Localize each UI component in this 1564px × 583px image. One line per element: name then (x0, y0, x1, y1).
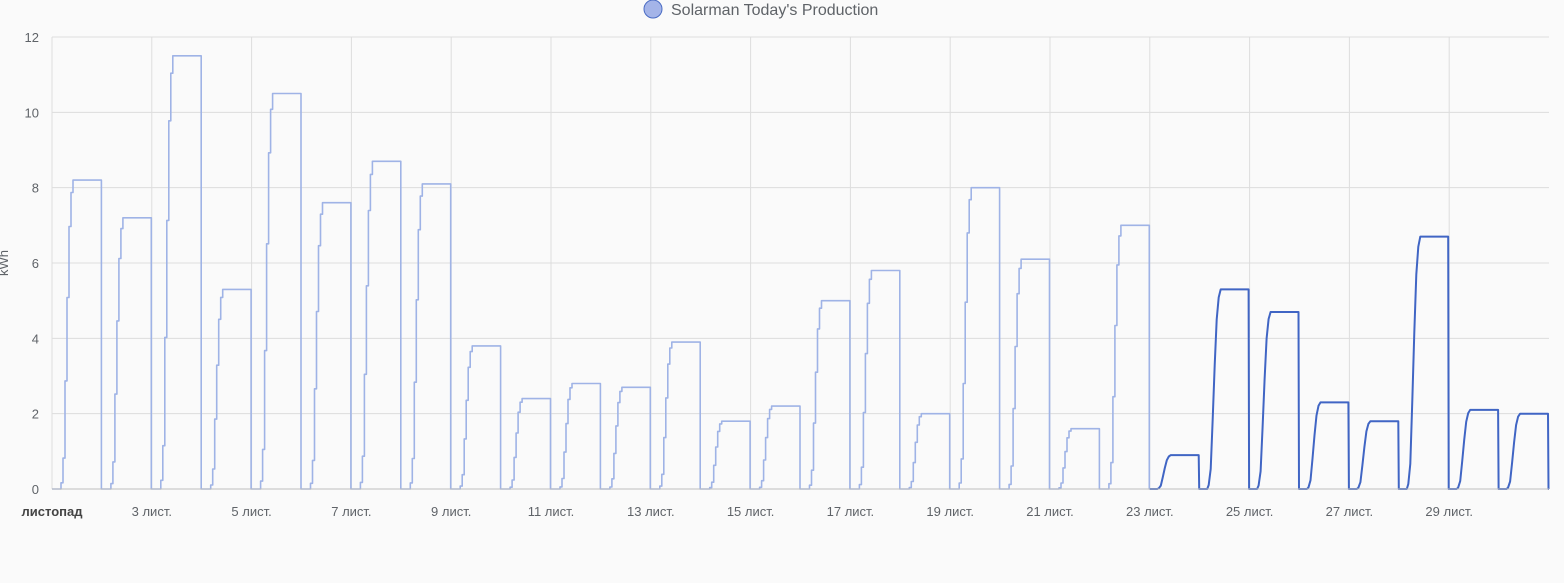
series-day-16[interactable] (800, 299, 851, 490)
series-day-9[interactable] (451, 345, 502, 490)
axis-layer: 0 2 4 6 8 10 12 листопад 3 лист. 5 лист. 7 лист. 9 … (22, 30, 1549, 519)
x-tick-label-17: 17 лист. (827, 504, 875, 519)
series-day-2[interactable] (101, 217, 153, 490)
series-day-5[interactable] (251, 92, 302, 490)
series-day-14[interactable] (700, 420, 751, 490)
series-day-28[interactable] (1399, 235, 1450, 490)
y-tick-label-4: 4 (32, 331, 39, 346)
series-day-26[interactable] (1299, 401, 1350, 490)
legend-swatch-icon[interactable] (643, 0, 663, 19)
x-tick-label-25: 25 лист. (1226, 504, 1274, 519)
x-tick-label-11: 11 лист. (528, 504, 575, 519)
x-tick-label-1: листопад (22, 504, 84, 519)
series-day-18[interactable] (900, 412, 951, 490)
x-tick-label-23: 23 лист. (1126, 504, 1174, 519)
series-day-12[interactable] (600, 386, 652, 490)
series-day-1[interactable] (52, 179, 103, 490)
series-day-30[interactable] (1499, 412, 1550, 490)
x-tick-label-9: 9 лист. (431, 504, 471, 519)
series-day-25[interactable] (1249, 311, 1300, 490)
series-day-20[interactable] (1000, 258, 1051, 490)
legend[interactable]: Solarman Today's Production (643, 0, 878, 19)
series-day-8[interactable] (401, 183, 452, 490)
series-day-3[interactable] (151, 55, 202, 490)
series-day-27[interactable] (1349, 420, 1400, 490)
series-day-21[interactable] (1050, 427, 1101, 490)
series-day-24[interactable] (1199, 288, 1251, 490)
series-day-19[interactable] (950, 186, 1001, 490)
x-tick-label-3: 3 лист. (132, 504, 172, 519)
x-tick-label-5: 5 лист. (231, 504, 271, 519)
legend-label[interactable]: Solarman Today's Production (671, 2, 878, 19)
x-tick-label-27: 27 лист. (1326, 504, 1374, 519)
series-day-23[interactable] (1149, 454, 1201, 490)
series-day-15[interactable] (750, 405, 801, 490)
series-day-13[interactable] (650, 341, 701, 490)
x-tick-label-29: 29 лист. (1425, 504, 1473, 519)
y-tick-label-8: 8 (32, 181, 39, 196)
y-tick-label-12: 12 (25, 30, 39, 45)
series-day-6[interactable] (301, 201, 352, 490)
y-tick-label-2: 2 (32, 407, 39, 422)
x-tick-label-15: 15 лист. (727, 504, 775, 519)
series-day-4[interactable] (201, 288, 252, 490)
series-day-10[interactable] (501, 397, 552, 490)
series-day-17[interactable] (850, 269, 901, 490)
y-tick-label-6: 6 (32, 256, 39, 271)
x-tick-label-13: 13 лист. (627, 504, 675, 519)
y-tick-label-10: 10 (25, 105, 39, 120)
series-day-22[interactable] (1099, 224, 1151, 490)
series-day-7[interactable] (351, 160, 402, 490)
series-layer (52, 55, 1550, 490)
series-day-11[interactable] (551, 382, 602, 490)
series-day-29[interactable] (1449, 408, 1500, 490)
x-tick-label-7: 7 лист. (331, 504, 371, 519)
y-axis-title: kWh (0, 250, 11, 276)
x-tick-label-21: 21 лист. (1026, 504, 1074, 519)
x-tick-label-19: 19 лист. (926, 504, 974, 519)
y-tick-label-0: 0 (32, 482, 39, 497)
